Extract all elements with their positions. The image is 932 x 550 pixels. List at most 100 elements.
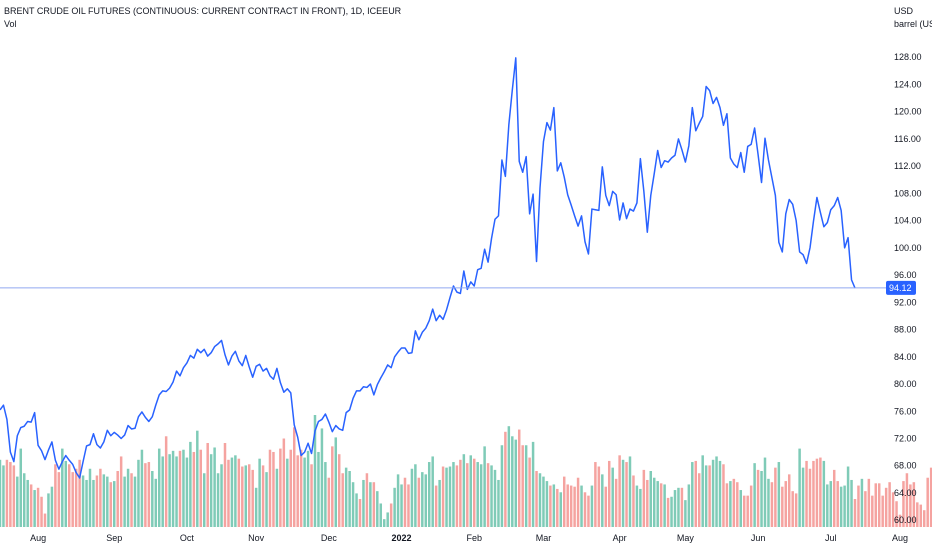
- volume-bar: [178, 450, 182, 527]
- volume-bar: [846, 466, 850, 527]
- volume-bar: [715, 456, 718, 527]
- volume-bar: [639, 488, 642, 527]
- volume-bar: [282, 438, 286, 527]
- volume-bar: [299, 449, 303, 527]
- volume-bar: [701, 455, 704, 527]
- volume-bar: [78, 459, 81, 527]
- volume-bar: [286, 458, 289, 527]
- volume-bar: [265, 472, 268, 527]
- volume-bar: [362, 479, 365, 527]
- volume-bar: [376, 491, 379, 527]
- volume-bar: [514, 439, 518, 527]
- volume-bar: [888, 482, 891, 527]
- volume-bar: [646, 479, 649, 527]
- volume-bar: [185, 457, 189, 527]
- volume-bar: [448, 466, 452, 527]
- volume-bar: [742, 495, 746, 527]
- volume-bar: [369, 482, 372, 527]
- volume-bar: [576, 477, 580, 527]
- volume-bar: [469, 455, 473, 527]
- volume-bar: [545, 481, 549, 527]
- volume-bar: [171, 450, 175, 527]
- volume-indicator-label[interactable]: Vol: [4, 19, 17, 29]
- volume-bar: [760, 471, 763, 527]
- volume-bar: [106, 476, 109, 527]
- volume-bar: [877, 483, 881, 527]
- volume-bar: [244, 465, 248, 527]
- volume-bar: [659, 483, 663, 527]
- y-tick-label: 88.00: [894, 325, 917, 335]
- volume-bar: [237, 458, 241, 527]
- volume-bar: [396, 474, 400, 527]
- volume-bars: [0, 415, 932, 527]
- volume-bar: [348, 471, 351, 527]
- volume-bar: [379, 503, 383, 527]
- volume-bar: [670, 496, 673, 527]
- volume-bar: [112, 481, 116, 527]
- volume-bar: [635, 485, 639, 527]
- volume-bar: [50, 486, 54, 527]
- volume-bar: [680, 487, 684, 527]
- volume-bar: [694, 460, 698, 527]
- volume-bar: [625, 462, 628, 527]
- volume-bar: [296, 455, 299, 527]
- y-tick-label: 84.00: [894, 352, 917, 362]
- volume-bar: [708, 465, 711, 527]
- volume-bar: [919, 504, 923, 527]
- volume-bar: [410, 468, 414, 527]
- volume-bar: [355, 493, 358, 527]
- y-tick-label: 108.00: [894, 188, 922, 198]
- y-tick-label: 68.00: [894, 461, 917, 471]
- volume-bar: [16, 476, 19, 527]
- x-tick-label: Sep: [106, 533, 122, 543]
- volume-bar: [358, 499, 362, 527]
- volume-bar: [594, 462, 597, 527]
- volume-bar: [292, 427, 296, 527]
- volume-bar: [421, 472, 424, 527]
- axis-unit-label: barrel (US): [894, 19, 932, 29]
- volume-bar: [739, 490, 743, 527]
- volume-bar: [746, 495, 749, 527]
- volume-bar: [486, 463, 490, 527]
- volume-bar: [36, 487, 40, 527]
- volume-bar: [864, 491, 867, 527]
- volume-bar: [382, 519, 386, 527]
- volume-bar: [199, 449, 203, 527]
- volume-bar: [147, 462, 151, 527]
- volume-bar: [697, 473, 701, 527]
- volume-bar: [272, 451, 275, 527]
- volume-bar: [306, 450, 310, 527]
- volume-bar: [521, 445, 524, 527]
- volume-bar: [479, 464, 483, 527]
- volume-bar: [611, 467, 614, 527]
- volume-bar: [756, 469, 760, 527]
- axis-currency-label: USD: [894, 6, 914, 16]
- volume-bar: [891, 492, 895, 527]
- y-tick-label: 120.00: [894, 107, 922, 117]
- price-series: [0, 57, 856, 479]
- volume-bar: [601, 474, 604, 527]
- volume-bar: [573, 486, 576, 527]
- y-tick-label: 92.00: [894, 297, 917, 307]
- y-tick-label: 60.00: [894, 515, 917, 525]
- volume-bar: [836, 481, 839, 527]
- volume-bar: [767, 478, 770, 527]
- price-axis: 128.00 124.00 120.00 116.00 112.00 108.00 104.…: [894, 52, 922, 525]
- volume-bar: [26, 479, 29, 527]
- volume-bar: [414, 464, 417, 527]
- price-line: [0, 57, 856, 479]
- x-tick-label: Apr: [613, 533, 627, 543]
- volume-bar: [99, 468, 102, 527]
- volume-bar: [92, 479, 95, 527]
- volume-bar: [313, 415, 317, 527]
- volume-bar: [220, 464, 223, 527]
- volume-bar: [213, 447, 216, 527]
- volume-bar: [895, 501, 898, 527]
- volume-bar: [718, 460, 722, 527]
- volume-bar: [445, 467, 448, 527]
- volume-bar: [556, 488, 559, 527]
- volume-bar: [137, 459, 140, 527]
- volume-bar: [109, 482, 113, 527]
- volume-bar: [857, 485, 860, 527]
